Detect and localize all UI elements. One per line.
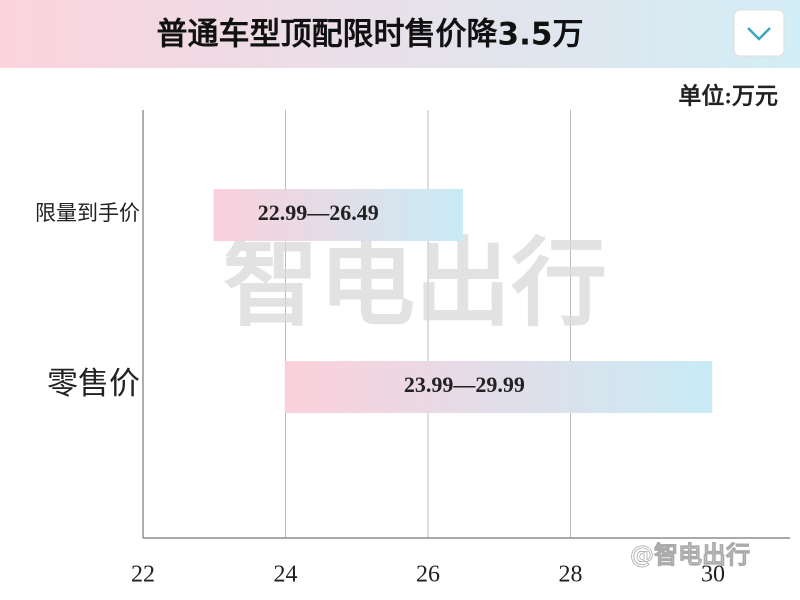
chart-title: 普通车型顶配限时售价降3.5万 (157, 17, 584, 53)
x-tick-label: 22 (131, 562, 155, 588)
watermark: 智电出行 (223, 227, 607, 339)
x-tick-label: 30 (701, 562, 725, 588)
value-label: 23.99—29.99 (404, 372, 525, 397)
range-bar (213, 189, 463, 241)
y-tick-label: 限量到手价 (35, 201, 140, 225)
x-tick-label: 24 (274, 562, 298, 588)
title-band (0, 0, 800, 68)
credit: @智电出行 (630, 541, 750, 569)
value-label: 22.99—26.49 (258, 200, 379, 225)
unit-label: 单位:万元 (678, 82, 778, 108)
x-tick-label: 26 (416, 562, 440, 588)
range-bar (284, 361, 713, 413)
collapse-button[interactable] (733, 9, 785, 57)
y-tick-label: 零售价 (47, 366, 140, 401)
x-tick-label: 28 (559, 562, 583, 588)
